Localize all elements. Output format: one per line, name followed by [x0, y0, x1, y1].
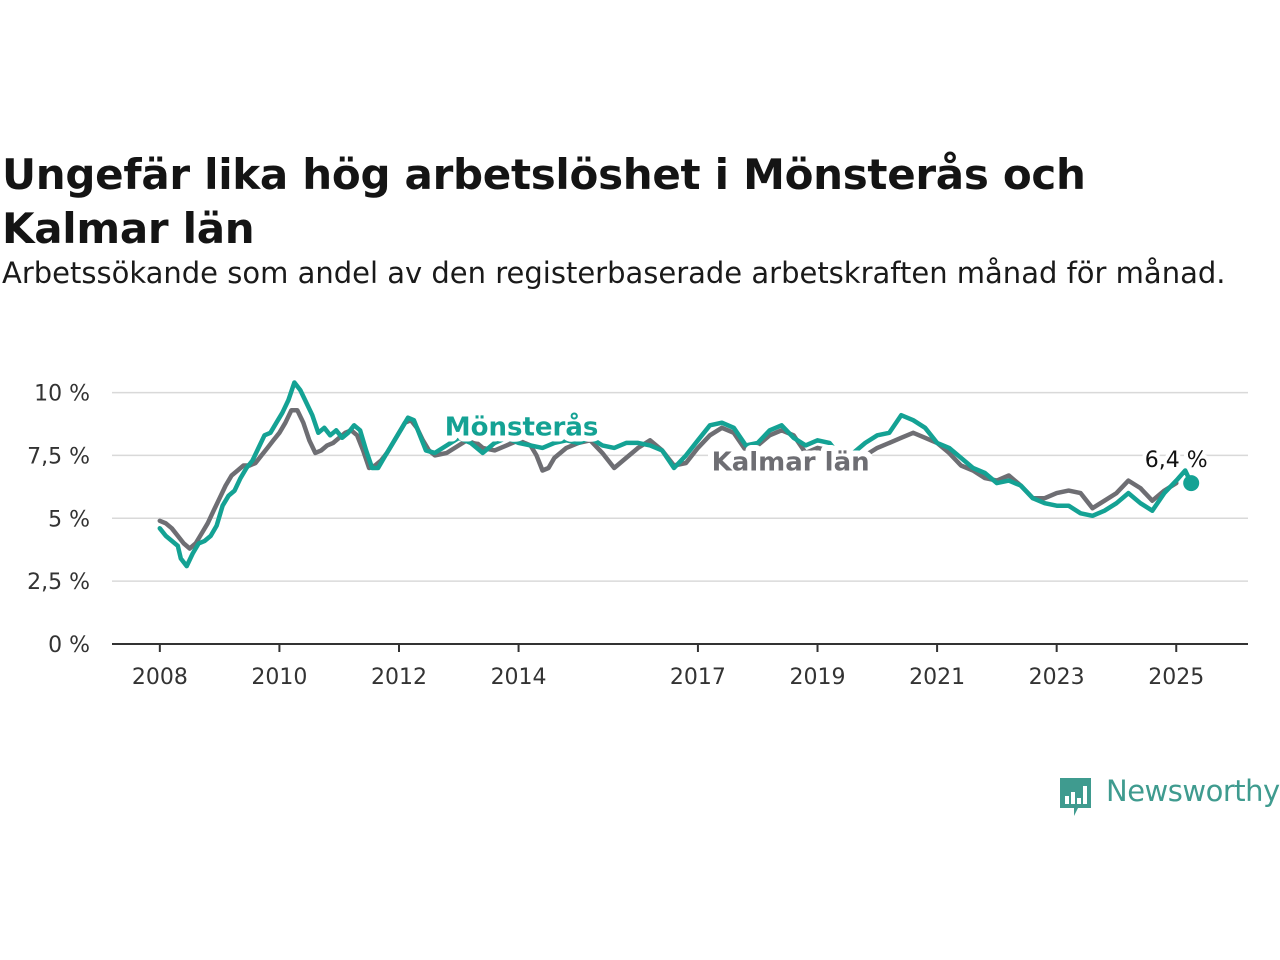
x-tick-label: 2025	[1148, 665, 1204, 690]
series-line-m-nster-s	[157, 380, 1194, 569]
series-label-monsteras-halo: Mönsterås	[445, 410, 599, 442]
line-chart: 0 % 2,5 % 5 % 7,5 % 10 % 2008 2010 2012 2014 201…	[27, 380, 1248, 690]
x-tick-label: 2023	[1029, 665, 1085, 690]
newsworthy-logo: Newsworthy	[1058, 772, 1280, 820]
newsworthy-logo-icon	[1060, 778, 1091, 816]
series-label-monsteras: Mönsterås	[445, 410, 599, 442]
x-tick-label: 2017	[670, 665, 726, 690]
y-tick-label: 10 %	[34, 382, 90, 407]
y-tick-label: 7,5 %	[27, 444, 90, 469]
x-tick-label: 2010	[251, 665, 307, 690]
x-tick-label: 2019	[790, 665, 846, 690]
series-lines	[157, 380, 1194, 569]
end-value-label: 6,4 %	[1145, 448, 1208, 473]
series-line-kalmar-l-n	[157, 407, 1179, 551]
brand-name: Newsworthy	[1106, 774, 1280, 808]
x-tick-label: 2012	[371, 665, 427, 690]
end-point-marker	[1183, 475, 1200, 492]
y-axis: 0 % 2,5 % 5 % 7,5 % 10 %	[27, 382, 90, 658]
y-tick-label: 0 %	[48, 633, 90, 658]
y-tick-label: 2,5 %	[27, 570, 90, 595]
x-axis: 2008 2010 2012 2014 2017 2019 2021 2023 2025	[112, 643, 1248, 690]
x-tick-label: 2014	[491, 665, 547, 690]
page-subtitle: Arbetssökande som andel av den registerb…	[2, 256, 1226, 290]
x-tick-label: 2008	[132, 665, 188, 690]
series-label-kalmar-lan-halo: Kalmar län	[712, 448, 870, 478]
gridlines	[112, 391, 1248, 582]
x-tick-label: 2021	[909, 665, 965, 690]
y-tick-label: 5 %	[48, 507, 90, 532]
end-value-label-halo: 6,4 %	[1145, 448, 1208, 473]
page-title: Ungefär lika hög arbetslöshet i Mönsterå…	[2, 150, 1086, 253]
series-label-kalmar-lan: Kalmar län	[712, 448, 870, 478]
